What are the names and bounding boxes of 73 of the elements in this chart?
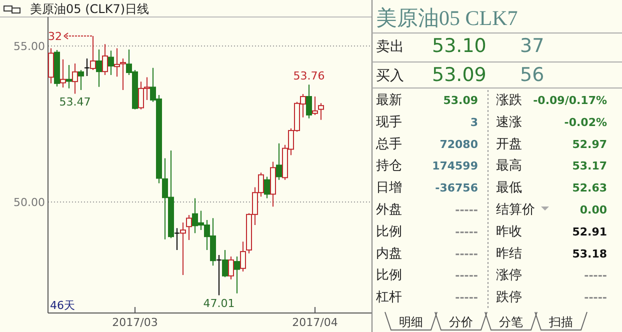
candlestick [48,48,54,84]
candlestick [180,222,186,276]
text: 52.63 [572,182,607,195]
text: 结算价 [496,202,535,218]
text: 美原油05 CLK7 [376,6,518,30]
candlestick [72,62,78,94]
text: ----- [584,269,607,282]
text: -36756 [435,182,478,195]
text: 买入 [376,68,404,84]
x-tick-label: 2017/04 [292,316,338,329]
text: ----- [455,269,478,282]
text: 53.10 [432,35,486,57]
text: ----- [455,291,478,304]
text: 56 [520,64,544,86]
text: -0.02% [564,116,607,129]
text: ----- [455,204,478,216]
text: 最高 [496,158,522,174]
text: 卖出 [376,39,404,55]
text: 外盘 [376,202,402,218]
text: 52.97 [572,138,607,151]
text: 最新 [376,93,402,108]
candlestick [84,58,90,76]
text: 日增 [376,180,402,196]
candlestick [276,142,282,180]
candlestick [96,48,102,88]
text: 比例 [376,224,402,240]
candlestick [216,254,222,296]
text: 持仓 [376,158,402,174]
text: 174599 [432,160,478,173]
text: 现手 [376,114,402,130]
text: -0.09/0.17% [533,94,607,107]
text: ----- [584,291,607,304]
text: 分价 [449,315,473,329]
text: 比例 [376,268,402,284]
annotation: 32 [48,30,62,44]
text: 总手 [375,136,402,152]
candlestick [174,228,180,250]
text: 最低 [496,180,522,196]
annotation: 46天 [50,299,75,312]
chart-title: 美原油05 (CLK7)日线 [30,2,150,16]
text: 53.17 [572,160,607,173]
text: 37 [520,35,544,57]
text: 53.18 [572,247,607,260]
text: 涨跌 [496,93,522,108]
text: 昨结 [496,246,522,262]
candlestick [66,64,72,89]
text: 53.09 [443,94,478,107]
text: 53.09 [432,64,486,86]
text: 昨收 [496,224,522,240]
text: ----- [455,247,478,260]
text: 明细 [399,315,423,329]
text: 52.91 [572,225,607,238]
text: 72080 [440,138,478,151]
text: 涨停 [496,268,522,284]
text: 0.00 [580,204,608,216]
text: ----- [455,225,478,238]
text: 跌停 [496,290,522,306]
text: 杠杆 [375,290,402,306]
text: 开盘 [496,136,522,152]
candlestick [270,161,276,208]
annotation: 53.47 [59,96,91,109]
x-tick-label: 2017/03 [112,316,158,329]
annotation: 47.01 [203,297,235,310]
text: 3 [470,116,478,129]
text: 速涨 [496,114,522,130]
y-tick-label: 55.00 [14,40,45,54]
y-tick-label: 50.00 [14,196,45,209]
text: 分笔 [499,315,523,329]
candlestick [234,256,240,294]
annotation: 53.76 [293,70,325,83]
text: 扫描 [548,315,573,329]
candlestick [108,50,114,76]
text: 内盘 [376,246,402,262]
